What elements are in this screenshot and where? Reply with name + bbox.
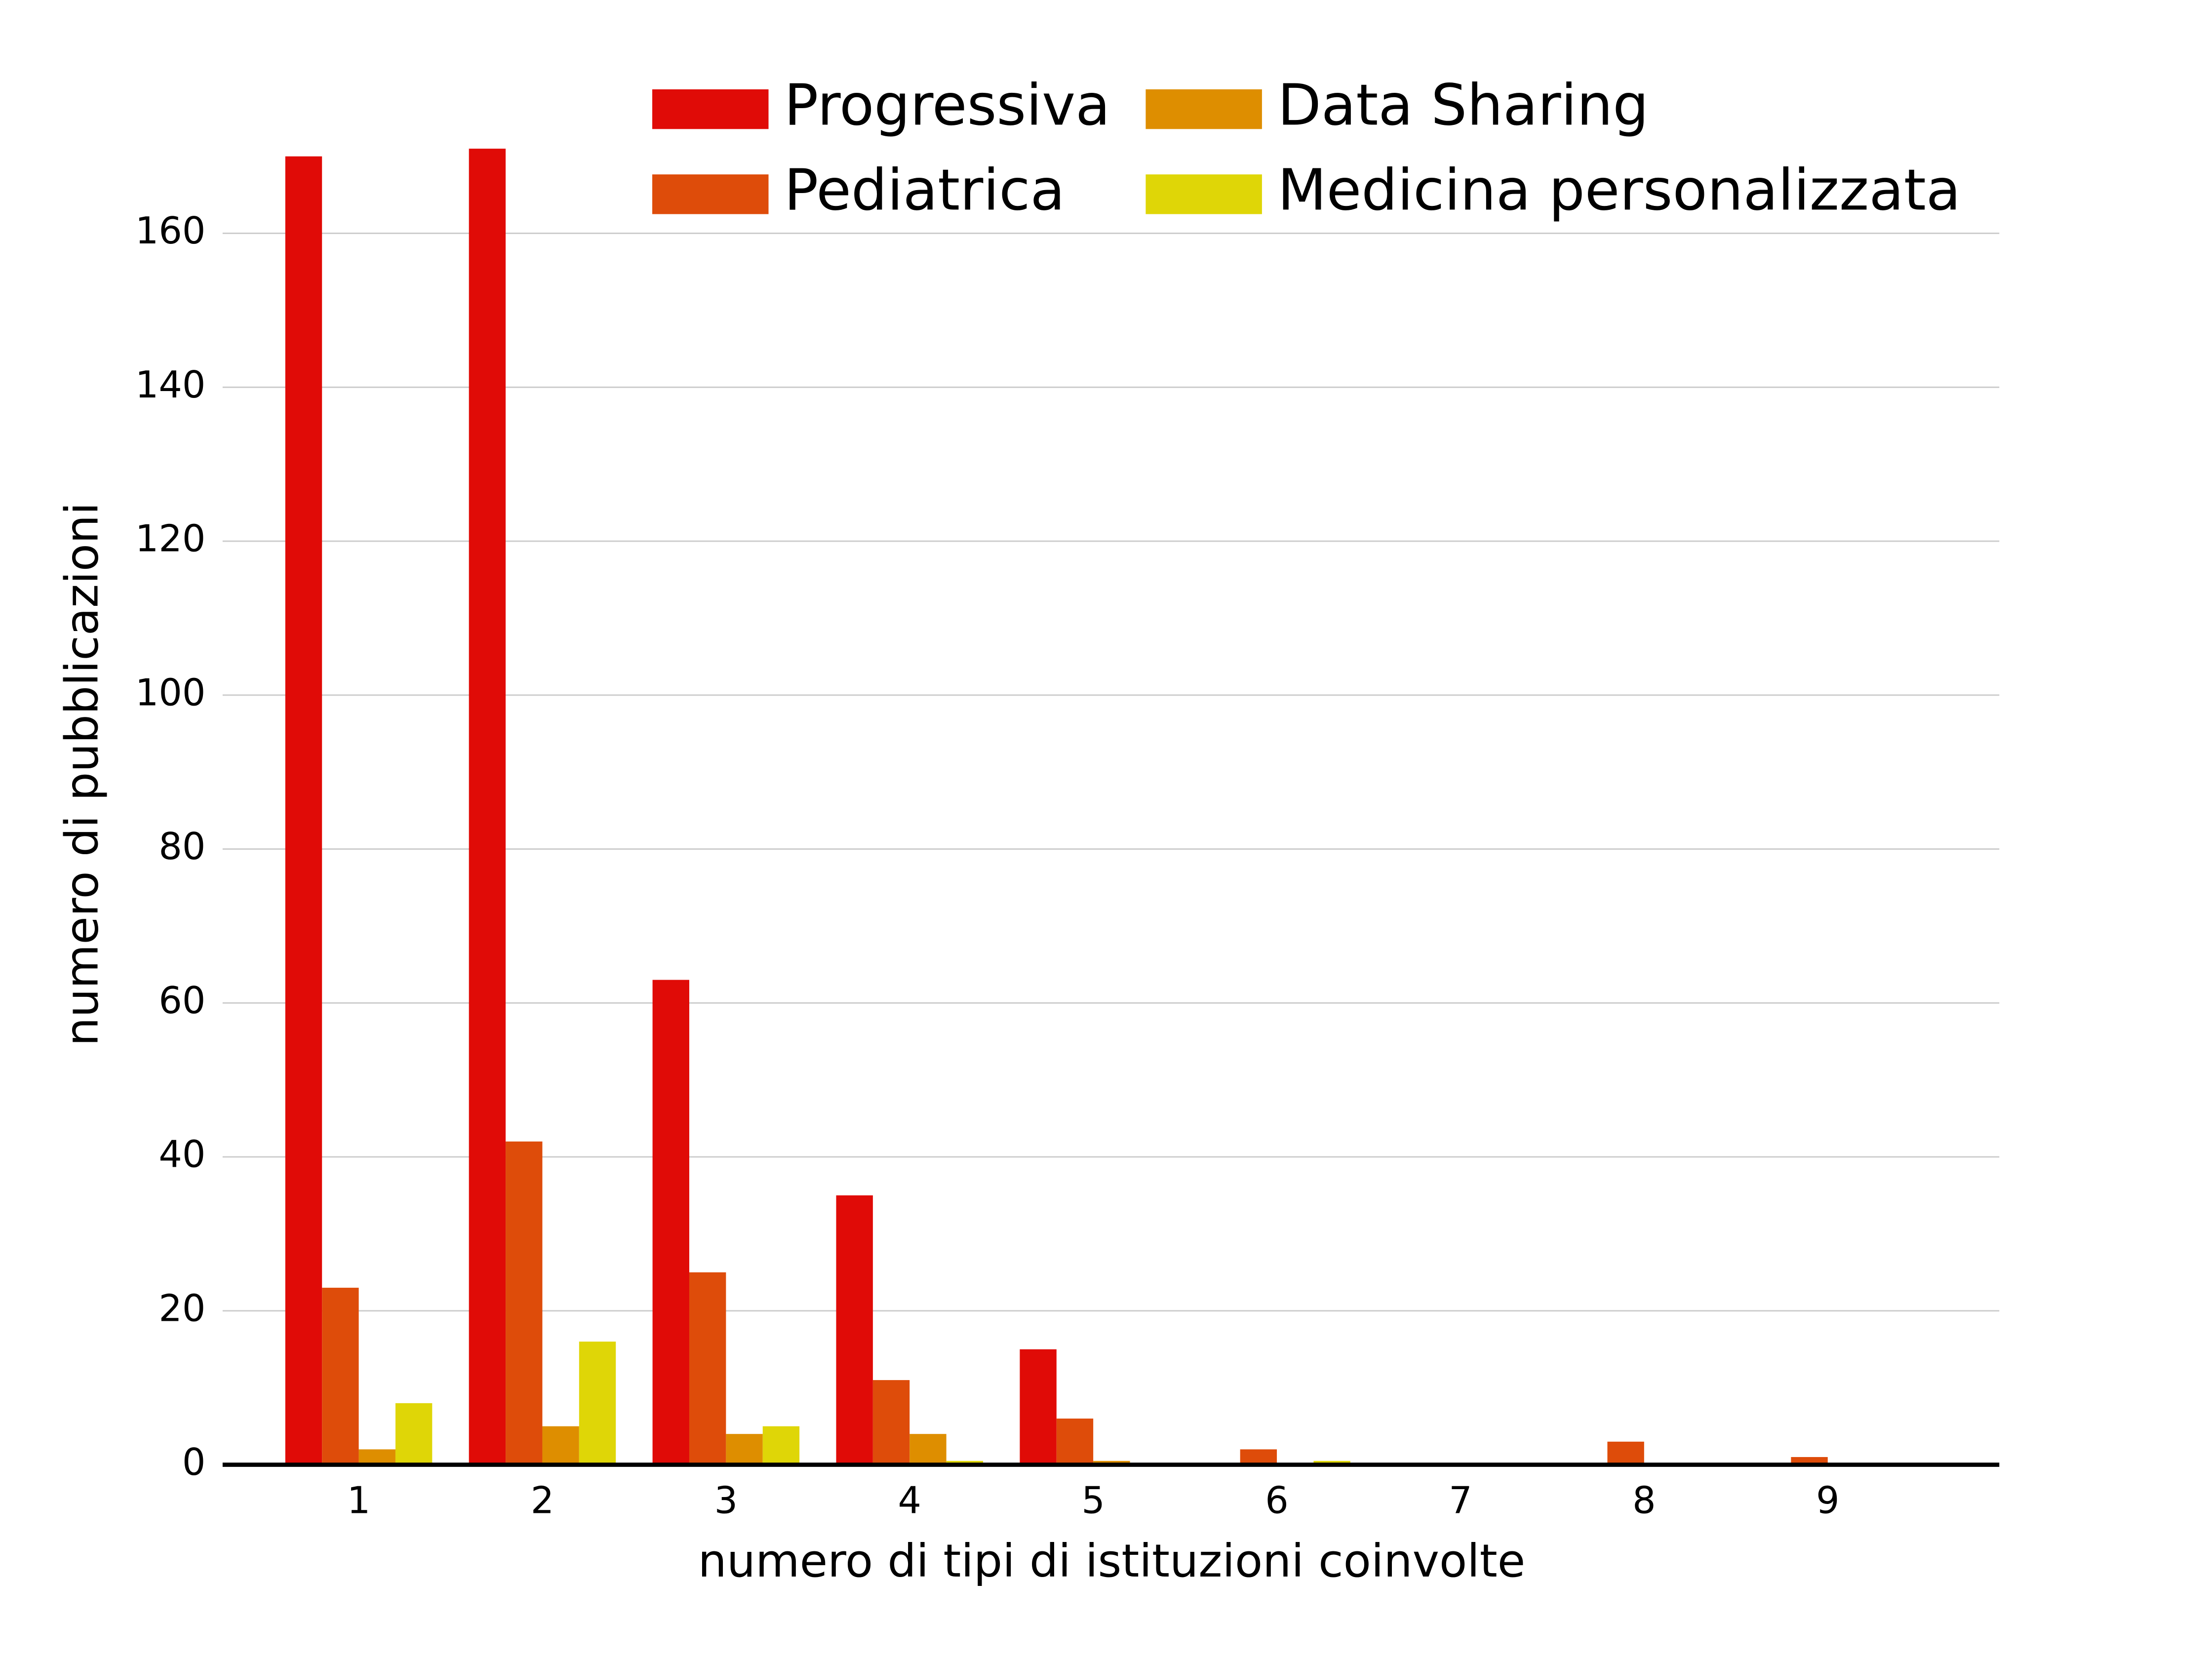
bar [762,1426,800,1465]
bar [285,156,322,1465]
y-tick-label: 140 [135,363,205,406]
x-tick-label: 7 [1449,1479,1472,1522]
x-tick-label: 5 [1081,1479,1105,1522]
legend-swatch [1146,174,1262,214]
x-tick-label: 1 [347,1479,371,1522]
x-axis-label: numero di tipi di istituzioni coinvolte [698,1535,1526,1587]
y-tick-label: 0 [182,1441,206,1484]
bar [909,1434,947,1465]
bar [358,1449,395,1465]
bar [652,980,689,1465]
bar [579,1342,616,1465]
bar [872,1380,910,1465]
bar [322,1288,359,1465]
y-tick-label: 160 [135,209,205,252]
bar [395,1403,433,1465]
x-tick-label: 3 [714,1479,738,1522]
y-tick-label: 80 [158,825,205,868]
bar [1020,1349,1057,1465]
bar [1240,1449,1277,1465]
legend-label: Medicina personalizzata [1277,158,1961,224]
legend-label: Pediatrica [784,158,1065,224]
x-tick-label: 4 [898,1479,921,1522]
bar [1056,1419,1094,1465]
y-tick-label: 100 [135,671,205,714]
bar [506,1141,543,1465]
x-tick-label: 2 [531,1479,554,1522]
y-tick-label: 40 [158,1133,205,1176]
legend-swatch [652,174,769,214]
y-tick-label: 60 [158,979,205,1022]
legend-swatch [1146,89,1262,129]
y-axis-label: numero di pubblicazioni [56,502,109,1046]
bar [1607,1441,1644,1465]
legend-swatch [652,89,769,129]
x-tick-label: 6 [1265,1479,1289,1522]
bar [726,1434,763,1465]
legend-label: Progressiva [784,72,1110,138]
bar [689,1272,726,1465]
x-tick-label: 9 [1816,1479,1840,1522]
legend-label: Data Sharing [1277,72,1649,138]
bar [542,1426,579,1465]
bar [836,1195,873,1465]
y-tick-label: 120 [135,517,205,560]
y-tick-label: 20 [158,1287,205,1330]
bar [469,149,506,1465]
x-tick-label: 8 [1632,1479,1656,1522]
